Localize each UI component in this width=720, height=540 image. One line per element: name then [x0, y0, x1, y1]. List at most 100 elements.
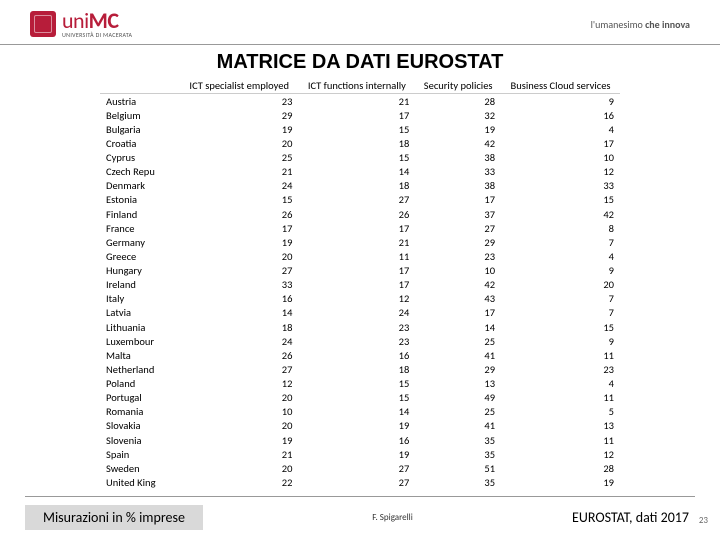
- table-row: Greece2011234: [100, 249, 620, 263]
- university-logo: uniMC UNIVERSITÀ DI MACERATA: [30, 10, 132, 38]
- value-cell: 14: [298, 165, 415, 179]
- value-cell: 13: [501, 419, 620, 433]
- value-cell: 17: [298, 108, 415, 122]
- value-cell: 18: [298, 136, 415, 150]
- value-cell: 7: [501, 306, 620, 320]
- country-cell: Netherland: [100, 362, 180, 376]
- value-cell: 18: [180, 320, 298, 334]
- value-cell: 20: [180, 419, 298, 433]
- value-cell: 25: [180, 151, 298, 165]
- country-cell: United King: [100, 475, 180, 489]
- value-cell: 19: [501, 475, 620, 489]
- value-cell: 32: [415, 108, 501, 122]
- value-cell: 41: [415, 419, 501, 433]
- value-cell: 19: [298, 419, 415, 433]
- table-row: France1717278: [100, 221, 620, 235]
- value-cell: 43: [415, 292, 501, 306]
- value-cell: 15: [298, 151, 415, 165]
- table-row: Slovenia19163511: [100, 433, 620, 447]
- value-cell: 19: [180, 235, 298, 249]
- table-row: Finland26263742: [100, 207, 620, 221]
- slide-footer: Misurazioni in % imprese F. Spigarelli E…: [0, 499, 720, 530]
- value-cell: 14: [298, 405, 415, 419]
- value-cell: 9: [501, 94, 620, 109]
- logo-prefix: uni: [62, 7, 89, 34]
- table-row: Bulgaria1915194: [100, 122, 620, 136]
- value-cell: 19: [180, 433, 298, 447]
- value-cell: 29: [415, 235, 501, 249]
- value-cell: 35: [415, 475, 501, 489]
- table-row: Spain21193512: [100, 447, 620, 461]
- value-cell: 26: [298, 207, 415, 221]
- eurostat-data-table: ICT specialist employedICT functions int…: [100, 78, 620, 490]
- value-cell: 25: [415, 334, 501, 348]
- value-cell: 20: [180, 136, 298, 150]
- country-cell: Estonia: [100, 193, 180, 207]
- value-cell: 10: [415, 264, 501, 278]
- value-cell: 51: [415, 461, 501, 475]
- value-cell: 37: [415, 207, 501, 221]
- value-cell: 20: [180, 391, 298, 405]
- value-cell: 23: [298, 320, 415, 334]
- country-cell: Austria: [100, 94, 180, 109]
- table-row: Germany1921297: [100, 235, 620, 249]
- slide-header: uniMC UNIVERSITÀ DI MACERATA l'umanesimo…: [0, 0, 720, 45]
- value-cell: 42: [415, 278, 501, 292]
- country-cell: Hungary: [100, 264, 180, 278]
- table-row: Luxembour2423259: [100, 334, 620, 348]
- value-cell: 19: [415, 122, 501, 136]
- value-cell: 21: [298, 235, 415, 249]
- table-row: Portugal20154911: [100, 391, 620, 405]
- value-cell: 16: [180, 292, 298, 306]
- value-cell: 11: [501, 348, 620, 362]
- col-header: Security policies: [415, 78, 501, 94]
- country-cell: Poland: [100, 377, 180, 391]
- page-number: 23: [699, 515, 708, 526]
- value-cell: 17: [501, 136, 620, 150]
- value-cell: 16: [298, 348, 415, 362]
- value-cell: 24: [180, 334, 298, 348]
- value-cell: 33: [415, 165, 501, 179]
- table-row: Italy1612437: [100, 292, 620, 306]
- value-cell: 16: [298, 433, 415, 447]
- col-header: Business Cloud services: [501, 78, 620, 94]
- value-cell: 5: [501, 405, 620, 419]
- value-cell: 15: [298, 391, 415, 405]
- value-cell: 15: [501, 193, 620, 207]
- table-row: Estonia15271715: [100, 193, 620, 207]
- value-cell: 27: [298, 193, 415, 207]
- country-cell: Greece: [100, 249, 180, 263]
- col-header: ICT specialist employed: [180, 78, 298, 94]
- value-cell: 15: [180, 193, 298, 207]
- value-cell: 11: [298, 249, 415, 263]
- value-cell: 38: [415, 179, 501, 193]
- tagline-bold: che innova: [645, 18, 690, 31]
- value-cell: 26: [180, 207, 298, 221]
- country-cell: Cyprus: [100, 151, 180, 165]
- value-cell: 7: [501, 235, 620, 249]
- value-cell: 10: [180, 405, 298, 419]
- country-cell: Lithuania: [100, 320, 180, 334]
- value-cell: 18: [298, 362, 415, 376]
- value-cell: 4: [501, 122, 620, 136]
- value-cell: 17: [298, 278, 415, 292]
- value-cell: 27: [180, 362, 298, 376]
- value-cell: 41: [415, 348, 501, 362]
- country-cell: Spain: [100, 447, 180, 461]
- country-cell: Latvia: [100, 306, 180, 320]
- value-cell: 42: [415, 136, 501, 150]
- value-cell: 12: [298, 292, 415, 306]
- value-cell: 17: [415, 193, 501, 207]
- value-cell: 12: [180, 377, 298, 391]
- table-row: Lithuania18231415: [100, 320, 620, 334]
- value-cell: 27: [415, 221, 501, 235]
- value-cell: 9: [501, 264, 620, 278]
- value-cell: 21: [298, 94, 415, 109]
- country-cell: Luxembour: [100, 334, 180, 348]
- value-cell: 7: [501, 292, 620, 306]
- value-cell: 4: [501, 249, 620, 263]
- value-cell: 23: [415, 249, 501, 263]
- value-cell: 12: [501, 165, 620, 179]
- table-row: Malta26164111: [100, 348, 620, 362]
- table-row: Netherland27182923: [100, 362, 620, 376]
